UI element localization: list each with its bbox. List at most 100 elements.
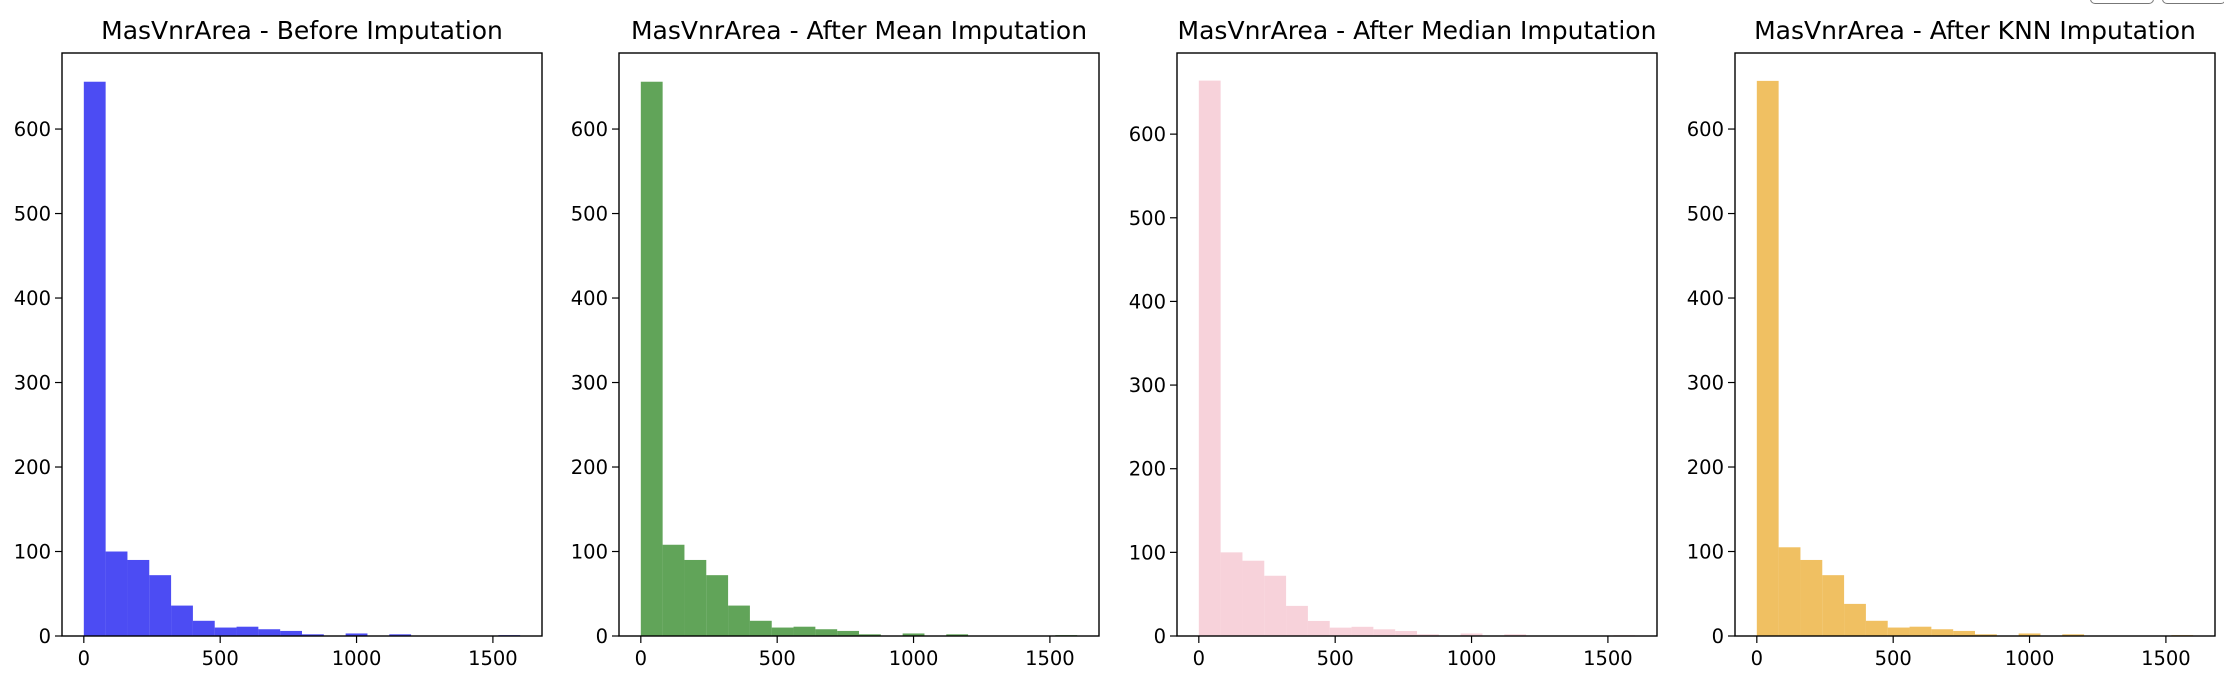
plot-frame xyxy=(1176,52,1658,637)
x-tick-label: 1500 xyxy=(1025,647,1075,670)
histogram-bar xyxy=(1329,627,1352,636)
x-tick-label: 1500 xyxy=(2141,647,2191,670)
histogram-bar xyxy=(1931,629,1954,636)
histogram-bar xyxy=(149,575,172,636)
y-tick-label: 500 xyxy=(1129,207,1166,230)
histogram-bar xyxy=(837,630,859,636)
y-tick-label: 300 xyxy=(14,372,51,395)
y-tick-label: 100 xyxy=(14,541,51,564)
histogram-bar xyxy=(684,559,707,636)
histogram-bar xyxy=(1264,575,1287,636)
y-tick-label: 300 xyxy=(1129,374,1166,397)
y-tick-label: 100 xyxy=(571,541,608,564)
histogram-bar xyxy=(236,626,259,636)
histogram-bar xyxy=(771,627,794,636)
histogram-bar xyxy=(859,634,881,636)
histogram-bar xyxy=(1351,626,1374,636)
histogram-bar xyxy=(1307,620,1330,636)
x-tick-label: 1000 xyxy=(1447,647,1497,670)
y-tick-label: 200 xyxy=(571,456,608,479)
histogram-bar xyxy=(1460,633,1483,636)
histogram-bar xyxy=(1975,634,1997,636)
y-tick-label: 0 xyxy=(1154,625,1166,648)
histogram-bar xyxy=(1800,559,1823,636)
histogram-bar xyxy=(302,634,324,636)
histogram-bar xyxy=(2062,634,2085,636)
histogram-bar xyxy=(1198,80,1221,636)
histogram-bar xyxy=(749,620,772,636)
histogram-bar xyxy=(1504,634,1527,636)
x-tick-label: 1500 xyxy=(1583,647,1633,670)
y-tick-label: 600 xyxy=(14,118,51,141)
chart-title: MasVnrArea - Before Imputation xyxy=(101,16,503,45)
x-tick-label: 500 xyxy=(1317,647,1354,670)
y-tick-label: 400 xyxy=(1129,290,1166,313)
histogram-bar xyxy=(192,620,215,636)
histogram-after-mean-imputation: MasVnrArea - After Mean Imputation 0 100 2… xyxy=(571,16,1100,670)
histogram-bar xyxy=(1887,627,1910,636)
x-tick-label: 0 xyxy=(635,647,647,670)
x-tick-label: 1000 xyxy=(332,647,382,670)
histogram-bar xyxy=(662,544,685,636)
histogram-bar xyxy=(83,81,106,636)
histogram-before-imputation: MasVnrArea - Before Imputation 0 100 200 30… xyxy=(14,16,543,670)
y-tick-label: 0 xyxy=(596,625,608,648)
histogram-bar xyxy=(793,626,816,636)
x-tick-label: 0 xyxy=(1751,647,1763,670)
histogram-bar xyxy=(1756,80,1779,636)
y-tick-label: 100 xyxy=(1129,541,1166,564)
histogram-bar xyxy=(2018,633,2041,636)
y-tick-label: 500 xyxy=(571,203,608,226)
y-tick-label: 600 xyxy=(1129,123,1166,146)
plot-frame xyxy=(61,52,543,637)
histogram-bar xyxy=(706,575,729,636)
y-tick-label: 600 xyxy=(1687,118,1724,141)
y-tick-label: 300 xyxy=(571,372,608,395)
x-tick-label: 0 xyxy=(78,647,90,670)
x-tick-label: 0 xyxy=(1193,647,1205,670)
histogram-bar xyxy=(640,81,663,636)
y-tick-label: 0 xyxy=(39,625,51,648)
histogram-bar xyxy=(171,605,193,636)
histogram-bar xyxy=(946,634,969,636)
y-tick-label: 400 xyxy=(1687,287,1724,310)
x-tick-label: 1000 xyxy=(2005,647,2055,670)
y-tick-label: 0 xyxy=(1712,625,1724,648)
y-tick-label: 100 xyxy=(1687,541,1724,564)
y-tick-label: 200 xyxy=(1129,458,1166,481)
chart-title: MasVnrArea - After Median Imputation xyxy=(1178,16,1657,45)
histogram-bar xyxy=(1953,630,1975,636)
x-tick-label: 500 xyxy=(1875,647,1912,670)
x-tick-label: 1000 xyxy=(889,647,939,670)
y-tick-label: 600 xyxy=(571,118,608,141)
histogram-bar xyxy=(1286,605,1308,636)
y-tick-label: 500 xyxy=(1687,203,1724,226)
plot-frame xyxy=(618,52,1100,637)
histogram-bar xyxy=(105,551,128,636)
histogram-bar xyxy=(127,559,150,636)
histogram-after-knn-imputation: MasVnrArea - After KNN Imputation 0 100 20… xyxy=(1687,16,2216,670)
chart-title: MasVnrArea - After Mean Imputation xyxy=(631,16,1087,45)
y-tick-label: 200 xyxy=(14,456,51,479)
y-tick-label: 400 xyxy=(571,287,608,310)
histogram-bar xyxy=(1909,626,1932,636)
y-tick-label: 200 xyxy=(1687,456,1724,479)
x-tick-label: 1500 xyxy=(468,647,518,670)
histogram-bar xyxy=(902,633,925,636)
y-tick-label: 500 xyxy=(14,203,51,226)
histogram-bar xyxy=(1220,552,1243,636)
histogram-bar xyxy=(1242,560,1265,636)
histogram-bar xyxy=(1865,620,1888,636)
histogram-bar xyxy=(214,627,237,636)
histogram-bar xyxy=(1822,575,1845,636)
x-tick-label: 500 xyxy=(759,647,796,670)
histogram-bar xyxy=(1417,634,1439,636)
histogram-after-median-imputation: MasVnrArea - After Median Imputation 0 10… xyxy=(1129,16,1658,670)
toolbar-button-2[interactable] xyxy=(2162,0,2224,4)
y-tick-label: 300 xyxy=(1687,372,1724,395)
chart-title: MasVnrArea - After KNN Imputation xyxy=(1754,16,2196,45)
plot-frame xyxy=(1734,52,2216,637)
histogram-bar xyxy=(258,629,281,636)
histogram-bar xyxy=(389,634,412,636)
